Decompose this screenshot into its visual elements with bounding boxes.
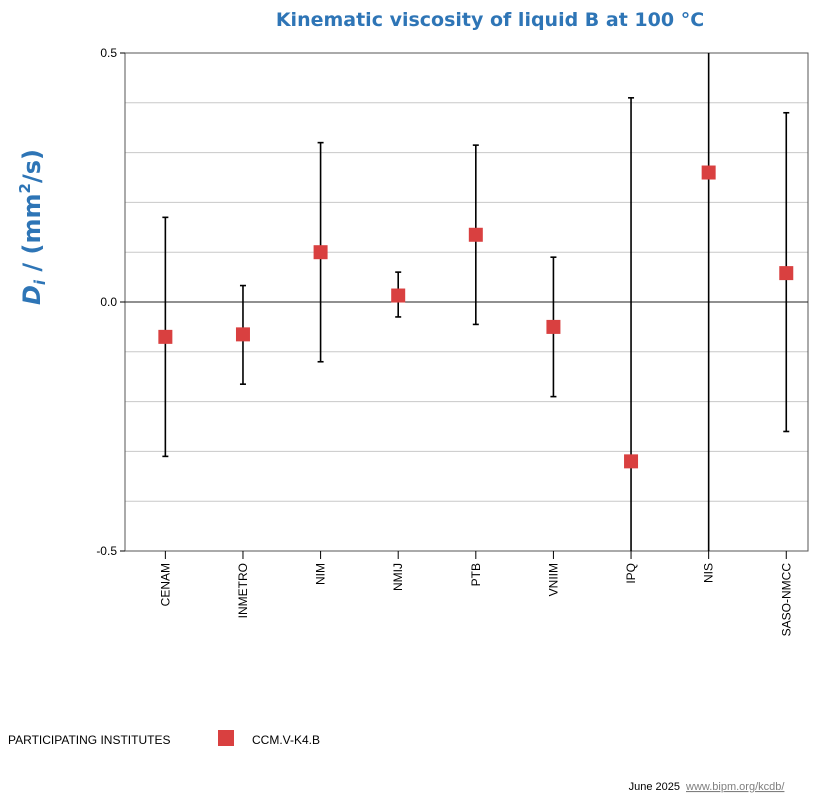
y-label-superscript: 2 [16,183,34,193]
y-label-unit-prefix: / (mm [18,193,46,279]
data-point [158,329,173,344]
x-tick-label: NIM [314,563,328,585]
y-label-symbol: D [18,285,46,305]
grid-lines [125,102,808,502]
data-point [391,288,406,303]
x-tick-label: VNIIM [546,563,560,596]
x-tick-label: IPQ [624,563,638,584]
y-label-subscript: i [31,279,49,285]
data-markers [158,165,794,469]
data-point [313,245,328,260]
y-axis-label: Di / (mm2/s) [16,149,49,305]
data-point [701,165,716,180]
y-tick-label: 0.5 [100,46,117,60]
x-tick-label: CENAM [158,563,172,606]
footer-link[interactable]: www.bipm.org/kcdb/ [685,781,785,793]
y-label-unit-suffix: /s) [18,149,46,183]
data-point [235,327,250,342]
legend-heading: PARTICIPATING INSTITUTES [8,733,170,747]
chart-title: Kinematic viscosity of liquid B at 100 °… [276,9,704,31]
x-tick-label: SASO-NMCC [779,563,793,637]
data-point [546,319,561,334]
data-point [468,227,483,242]
x-tick-label: PTB [469,563,483,586]
y-tick-label: -0.5 [96,544,117,558]
legend-entry-label: CCM.V-K4.B [252,733,320,747]
x-axis-ticks: CENAM INMETRO NIM NMIJ PTB VNIIM IPQ NIS SASO-NM… [158,551,793,636]
y-axis-ticks: 0.5 0.0 -0.5 [96,46,125,558]
x-tick-label: NMIJ [391,563,405,591]
footer-date: June 2025 [629,781,680,793]
x-tick-label: INMETRO [236,563,250,618]
y-tick-label: 0.0 [100,295,117,309]
data-point [779,266,794,281]
data-point [624,454,639,469]
x-tick-label: NIS [702,563,716,583]
legend-swatch [218,730,234,746]
